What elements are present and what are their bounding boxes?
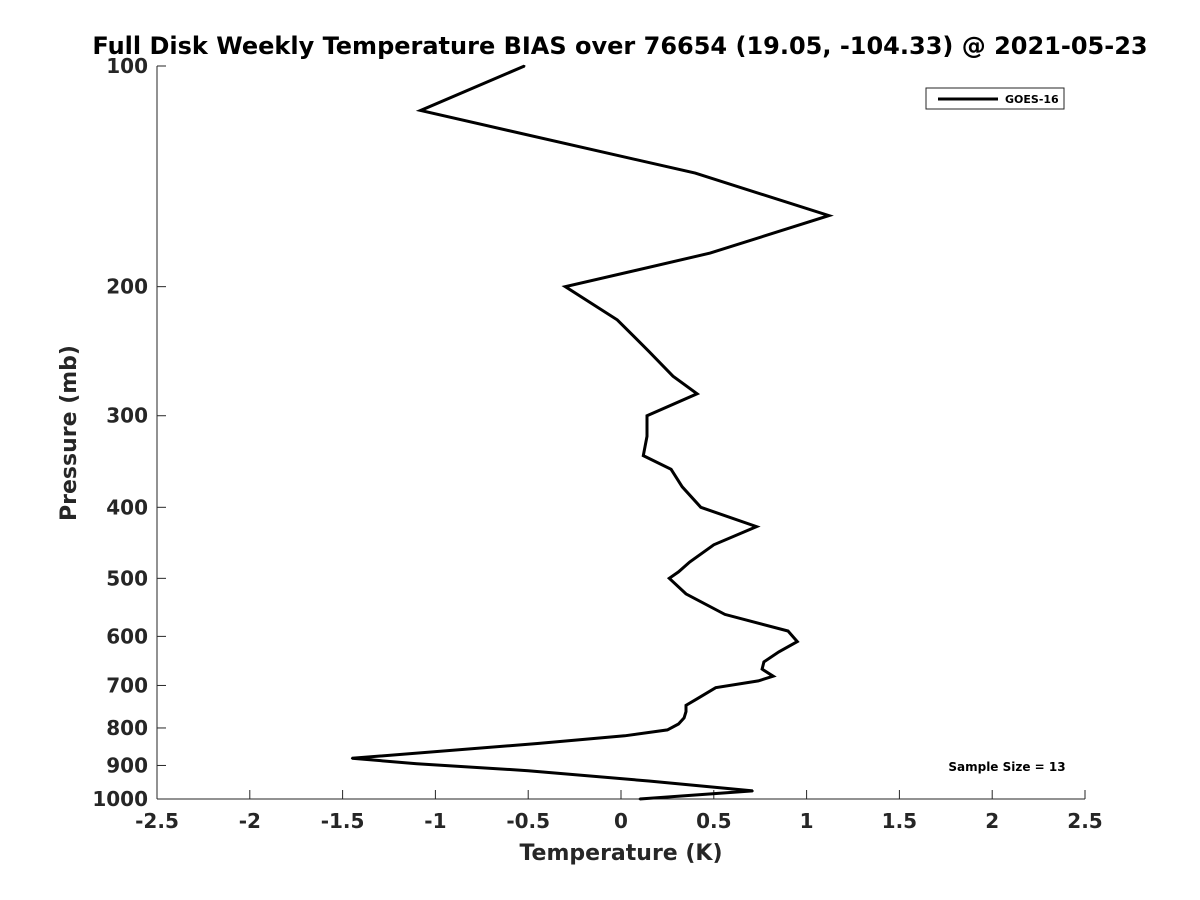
data-point <box>684 710 687 713</box>
data-point <box>536 742 539 745</box>
data-point <box>751 789 754 792</box>
y-ticks: 100 200 300 400 500 600 700 800 900 1000 <box>92 54 166 811</box>
data-point <box>696 392 699 395</box>
x-tick-label: 2.5 <box>1067 809 1102 833</box>
y-tick-label: 900 <box>106 753 148 777</box>
data-point <box>645 414 648 417</box>
data-point <box>699 506 702 509</box>
data-point <box>350 757 353 760</box>
data-point <box>638 798 641 800</box>
data-point <box>616 318 619 321</box>
x-tick-label: -2.5 <box>135 809 179 833</box>
x-tick-label: 1 <box>800 809 814 833</box>
data-point <box>796 640 799 643</box>
data-point <box>757 679 760 682</box>
y-tick-label: 600 <box>106 624 148 648</box>
data-point <box>684 592 687 595</box>
data-point <box>683 716 686 719</box>
x-tick-label: 1.5 <box>882 809 917 833</box>
data-point <box>666 728 669 731</box>
data-point <box>681 485 684 488</box>
legend: GOES-16 <box>925 87 1065 110</box>
y-tick-label: 800 <box>106 716 148 740</box>
data-point <box>761 668 764 671</box>
data-point <box>527 769 530 772</box>
y-tick-label: 700 <box>106 673 148 697</box>
x-tick-label: -1.5 <box>321 809 365 833</box>
x-ticks: -2.5 -2 -1.5 -1 -0.5 0 0.5 1 1.5 2 2.5 <box>135 790 1103 833</box>
legend-entry-goes-16: GOES-16 <box>1005 93 1059 106</box>
y-tick-label: 100 <box>106 54 148 78</box>
data-point <box>415 762 418 765</box>
x-tick-label: 2 <box>985 809 999 833</box>
x-tick-label: 0 <box>614 809 628 833</box>
series-layer <box>350 64 834 801</box>
data-point <box>762 660 765 663</box>
data-point <box>647 350 650 353</box>
data-point <box>694 172 697 175</box>
data-point <box>668 577 671 580</box>
data-point <box>787 630 790 633</box>
data-point <box>677 570 680 573</box>
data-point <box>723 613 726 616</box>
sample-size-annotation: Sample Size = 13 <box>948 760 1065 774</box>
data-point <box>647 779 650 782</box>
data-point <box>684 704 687 707</box>
data-point <box>564 285 567 288</box>
data-point <box>696 697 699 700</box>
y-axis-label: Pressure (mb) <box>57 345 82 521</box>
x-tick-label: -1 <box>424 809 446 833</box>
data-point <box>623 734 626 737</box>
y-tick-label: 400 <box>106 495 148 519</box>
data-point <box>645 435 648 438</box>
data-point <box>419 109 422 112</box>
data-point <box>671 375 674 378</box>
y-tick-label: 500 <box>106 566 148 590</box>
y-tick-label: 200 <box>106 275 148 299</box>
data-point <box>670 468 673 471</box>
data-point <box>714 686 717 689</box>
data-point <box>709 252 712 255</box>
data-point <box>755 525 758 528</box>
x-tick-label: -0.5 <box>506 809 550 833</box>
data-point <box>642 454 645 457</box>
data-point <box>677 722 680 725</box>
x-tick-label: 0.5 <box>696 809 731 833</box>
x-tick-label: -2 <box>239 809 261 833</box>
data-point <box>712 543 715 546</box>
y-tick-label: 1000 <box>92 787 148 811</box>
chart-title: Full Disk Weekly Temperature BIAS over 7… <box>92 32 1147 60</box>
data-point <box>523 65 526 67</box>
data-point <box>772 675 775 678</box>
data-point <box>827 214 830 217</box>
data-point <box>777 650 780 653</box>
y-tick-label: 300 <box>106 404 148 428</box>
data-point <box>688 561 691 564</box>
x-axis-label: Temperature (K) <box>519 841 722 866</box>
